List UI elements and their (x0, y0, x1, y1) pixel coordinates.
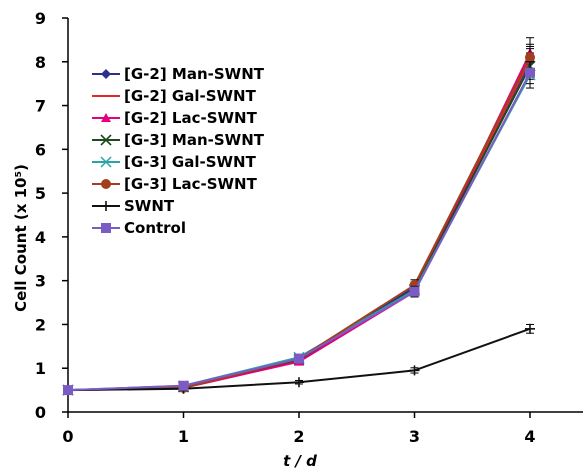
legend-marker (101, 69, 111, 79)
legend-marker (100, 134, 112, 146)
legend-item-7: Control (92, 219, 186, 237)
data-point (409, 286, 420, 297)
y-tick-label: 7 (35, 97, 46, 116)
legend-marker (100, 156, 112, 168)
data-point (525, 67, 535, 78)
x-axis-title: t / d (283, 452, 317, 470)
legend-label: [G-3] Lac-SWNT (124, 175, 258, 193)
legend-marker (101, 223, 111, 233)
x-tick-label: 2 (293, 427, 304, 446)
y-tick-label: 2 (35, 315, 46, 334)
x-tick-label: 0 (62, 427, 73, 446)
legend-label: [G-2] Gal-SWNT (124, 87, 257, 105)
axes: 0 1 2 3 4 5 6 7 8 9 0 1 2 3 4 (35, 9, 583, 446)
legend-item-3: [G-3] Man-SWNT (92, 131, 265, 149)
x-tick-label: 3 (409, 427, 420, 446)
y-tick-label: 6 (35, 140, 46, 159)
y-axis-title: Cell Count (x 10⁵) (12, 164, 30, 312)
legend-item-2: [G-2] Lac-SWNT (92, 109, 258, 127)
y-tick-label: 5 (35, 184, 46, 203)
marker-stroke (100, 134, 112, 146)
legend-marker (101, 179, 111, 189)
y-tick-label: 3 (35, 272, 46, 291)
x-tick-label: 4 (524, 427, 535, 446)
data-point (63, 385, 73, 396)
legend-marker (101, 201, 111, 211)
legend-label: [G-2] Lac-SWNT (124, 109, 258, 127)
data-point (409, 365, 420, 376)
legend-item-0: [G-2] Man-SWNT (92, 65, 265, 83)
legend-label: [G-3] Man-SWNT (124, 131, 265, 149)
legend-item-1: [G-2] Gal-SWNT (92, 87, 257, 105)
series-7 (63, 61, 535, 396)
y-tick-label: 4 (35, 228, 46, 247)
data-point (294, 353, 304, 364)
data-point (178, 380, 189, 391)
legend-label: [G-2] Man-SWNT (124, 65, 265, 83)
x-tick-label: 1 (178, 427, 189, 446)
y-tick-label: 1 (35, 359, 46, 378)
legend: [G-2] Man-SWNT [G-2] Gal-SWNT [G-2] Lac-SW… (92, 65, 265, 237)
legend-label: [G-3] Gal-SWNT (124, 153, 257, 171)
legend-marker (101, 113, 111, 122)
data-point (294, 377, 304, 388)
legend-item-5: [G-3] Lac-SWNT (92, 175, 258, 193)
legend-label: Control (124, 219, 186, 237)
y-tick-label: 0 (35, 403, 46, 422)
data-point (525, 52, 535, 63)
y-tick-label: 8 (35, 53, 46, 72)
series-group (62, 37, 536, 396)
data-point (525, 323, 535, 334)
legend-item-6: SWNT (92, 197, 175, 215)
y-tick-label: 9 (35, 9, 46, 28)
legend-label: SWNT (124, 197, 175, 215)
legend-item-4: [G-3] Gal-SWNT (92, 153, 257, 171)
